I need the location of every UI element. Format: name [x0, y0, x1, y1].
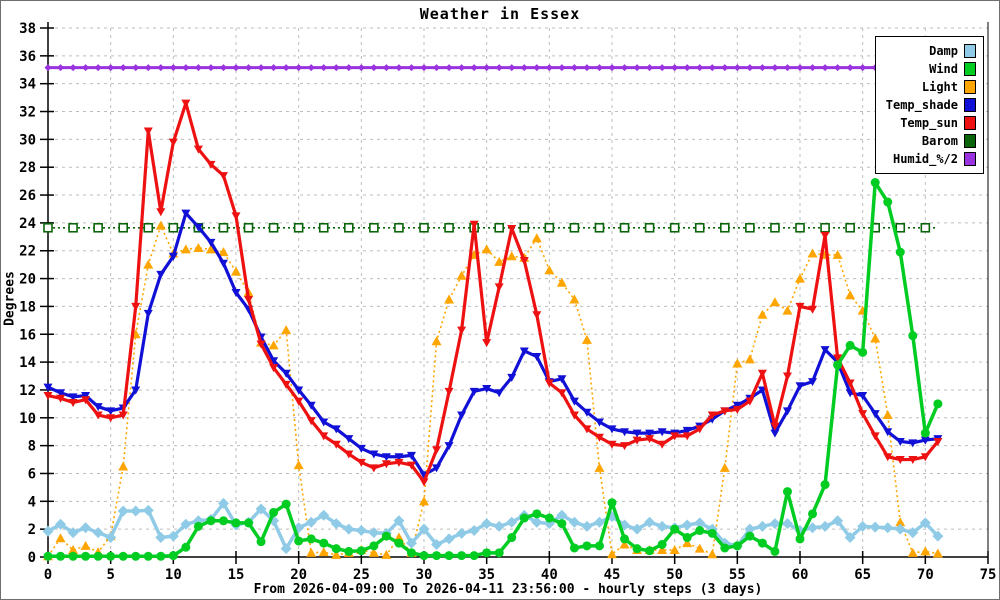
- x-tick-label: 65: [854, 567, 871, 583]
- legend-item-barom: Barom: [886, 132, 976, 150]
- y-tick-label: 30: [19, 132, 36, 148]
- x-tick-label: 10: [165, 567, 182, 583]
- x-tick-label: 50: [666, 567, 683, 583]
- x-tick-label: 70: [917, 567, 934, 583]
- y-tick-label: 10: [19, 411, 36, 427]
- chart-title: Weather in Essex: [419, 5, 581, 23]
- x-tick-label: 25: [353, 567, 370, 583]
- x-tick-label: 55: [729, 567, 746, 583]
- legend-label: Barom: [921, 134, 958, 148]
- x-tick-label: 0: [44, 567, 52, 583]
- y-tick-label: 14: [19, 355, 36, 371]
- y-tick-label: 20: [19, 272, 36, 288]
- legend-item-temp-sun: Temp_sun: [886, 114, 976, 132]
- y-tick-label: 26: [19, 188, 36, 204]
- legend-item-light: Light: [886, 78, 976, 96]
- y-tick-label: 24: [19, 216, 36, 232]
- y-tick-label: 38: [19, 21, 36, 37]
- legend-label: Temp_shade: [885, 98, 958, 112]
- legend-item-temp-shade: Temp_shade: [886, 96, 976, 114]
- x-tick-label: 60: [792, 567, 809, 583]
- x-tick-label: 15: [228, 567, 245, 583]
- series-wind: [48, 180, 940, 559]
- y-tick-label: 8: [28, 439, 36, 455]
- y-tick-label: 16: [19, 327, 36, 343]
- legend-item-damp: Damp: [886, 42, 976, 60]
- y-tick-label: 4: [28, 494, 36, 510]
- legend-item-humid-2: Humid_%/2: [886, 150, 976, 168]
- x-tick-label: 75: [980, 567, 997, 583]
- x-tick-label: 5: [106, 567, 114, 583]
- x-tick-label: 45: [604, 567, 621, 583]
- legend-label: Light: [921, 80, 958, 94]
- series-temp-sun: [47, 101, 940, 484]
- legend-swatch: [964, 134, 976, 148]
- y-tick-label: 18: [19, 299, 36, 315]
- legend-swatch: [964, 44, 976, 58]
- y-tick-label: 32: [19, 105, 36, 121]
- legend-swatch: [964, 98, 976, 112]
- legend-swatch: [964, 62, 976, 76]
- legend-swatch: [964, 152, 976, 166]
- legend-swatch: [964, 80, 976, 94]
- x-tick-label: 35: [478, 567, 495, 583]
- x-axis-caption: From 2026-04-09:00 To 2026-04-11 23:56:0…: [253, 582, 763, 597]
- y-tick-label: 6: [28, 466, 36, 482]
- legend: Damp Wind Light Temp_shade Temp_sun Barom Humi…: [874, 36, 984, 174]
- x-tick-label: 20: [290, 567, 307, 583]
- x-tick-label: 30: [416, 567, 433, 583]
- legend-swatch: [964, 116, 976, 130]
- y-tick-label: 34: [19, 77, 36, 93]
- y-tick-label: 28: [19, 160, 36, 176]
- legend-label: Wind: [929, 62, 958, 76]
- y-tick-label: 2: [28, 522, 36, 538]
- x-tick-label: 40: [541, 567, 558, 583]
- legend-label: Damp: [929, 44, 958, 58]
- legend-label: Humid_%/2: [892, 152, 958, 166]
- y-tick-label: 12: [19, 383, 36, 399]
- y-tick-label: 22: [19, 244, 36, 260]
- legend-label: Temp_sun: [900, 116, 958, 130]
- series-damp: [47, 501, 940, 551]
- y-tick-label: 0: [28, 550, 36, 566]
- y-tick-label: 36: [19, 49, 36, 65]
- legend-item-wind: Wind: [886, 60, 976, 78]
